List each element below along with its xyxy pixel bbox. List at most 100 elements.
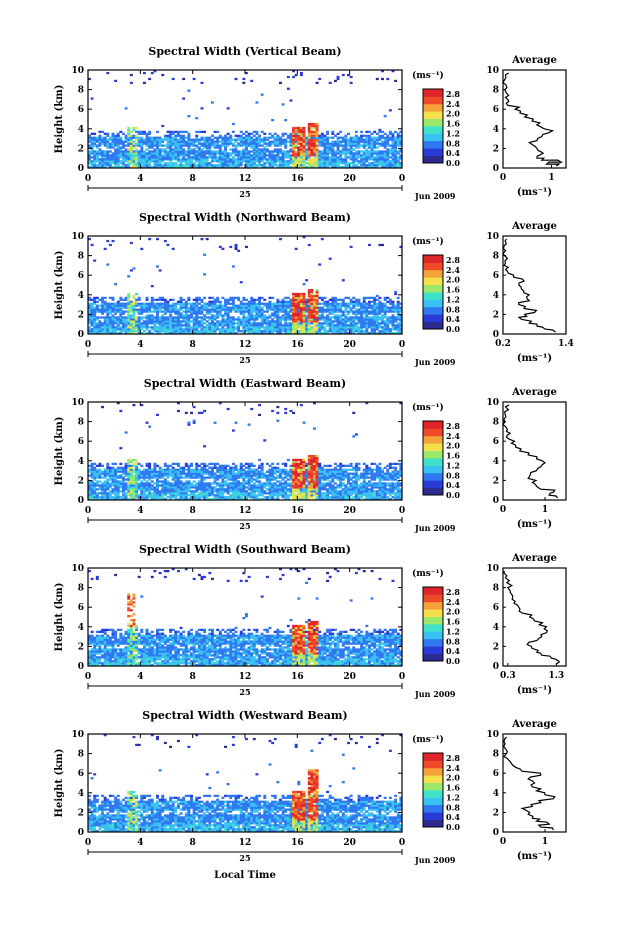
heatmap-cell bbox=[101, 160, 104, 163]
heatmap-cell bbox=[250, 160, 254, 163]
heatmap-cell bbox=[132, 152, 136, 155]
heatmap-cell bbox=[184, 142, 188, 145]
heatmap-cell bbox=[101, 496, 104, 499]
heatmap-cell bbox=[192, 486, 196, 489]
heatmap-cell bbox=[349, 146, 353, 149]
heatmap-cell bbox=[90, 482, 94, 485]
heatmap-cell bbox=[192, 330, 196, 333]
heatmap-cell bbox=[127, 328, 131, 331]
heatmap-cell bbox=[216, 476, 220, 479]
panel-title: Spectral Width (Northward Beam) bbox=[139, 211, 351, 224]
heatmap-cell bbox=[150, 474, 154, 477]
heatmap-cell bbox=[140, 148, 144, 151]
heatmap-cell bbox=[268, 162, 272, 165]
heatmap-cell bbox=[383, 154, 387, 157]
heatmap-cell bbox=[299, 296, 303, 300]
heatmap-cell bbox=[279, 164, 282, 167]
heatmap-cell bbox=[386, 140, 390, 143]
heatmap-cell bbox=[195, 316, 199, 319]
heatmap-cell bbox=[224, 164, 227, 167]
heatmap-cell bbox=[98, 308, 102, 311]
heatmap-cell bbox=[349, 324, 353, 327]
heatmap-cell bbox=[284, 330, 288, 333]
heatmap-cell bbox=[90, 486, 94, 489]
heatmap-cell bbox=[307, 294, 311, 298]
heatmap-cell bbox=[349, 144, 353, 147]
heatmap-cell bbox=[234, 296, 238, 300]
heatmap-cell bbox=[286, 162, 290, 165]
heatmap-cell bbox=[307, 130, 311, 134]
heatmap-cell bbox=[203, 470, 207, 473]
colorbar-swatch bbox=[423, 255, 443, 263]
heatmap-cell bbox=[216, 478, 220, 481]
heatmap-cell bbox=[132, 296, 136, 300]
heatmap-cell bbox=[292, 166, 296, 169]
heatmap-cell bbox=[331, 156, 335, 159]
heatmap-cell bbox=[271, 332, 275, 335]
heatmap-cell bbox=[347, 138, 350, 141]
heatmap-cell bbox=[237, 306, 241, 309]
heatmap-cell bbox=[205, 160, 209, 163]
heatmap-cell bbox=[362, 142, 366, 145]
heatmap-cell bbox=[176, 468, 180, 471]
heatmap-cell bbox=[258, 308, 261, 311]
heatmap-cell bbox=[129, 140, 133, 143]
heatmap-cell bbox=[362, 140, 366, 143]
heatmap-cell bbox=[305, 302, 309, 305]
heatmap-cell bbox=[286, 87, 290, 90]
heatmap-cell bbox=[200, 164, 204, 167]
heatmap-cell bbox=[148, 132, 152, 135]
heatmap-cell bbox=[284, 150, 288, 153]
heatmap-cell bbox=[313, 164, 316, 167]
heatmap-cell bbox=[305, 318, 309, 321]
heatmap-cell bbox=[148, 486, 152, 489]
heatmap-cell bbox=[111, 302, 115, 305]
heatmap-cell bbox=[166, 322, 170, 325]
heatmap-cell bbox=[383, 330, 387, 333]
heatmap-cell bbox=[318, 316, 322, 319]
heatmap-cell bbox=[305, 328, 309, 331]
heatmap-cell bbox=[231, 156, 235, 159]
heatmap-cell bbox=[156, 472, 159, 475]
heatmap-cell bbox=[252, 156, 256, 159]
heatmap-cell bbox=[205, 312, 209, 315]
heatmap-cell bbox=[88, 160, 91, 163]
heatmap-cell bbox=[250, 150, 254, 153]
heatmap-cell bbox=[273, 314, 277, 317]
heatmap-cell bbox=[292, 146, 296, 149]
heatmap-cell bbox=[399, 150, 403, 153]
heatmap-cell bbox=[252, 160, 256, 163]
heatmap-cell bbox=[190, 308, 193, 311]
heatmap-cell bbox=[362, 326, 366, 329]
heatmap-cell bbox=[103, 316, 107, 319]
heatmap-cell bbox=[158, 140, 162, 143]
heatmap-cell bbox=[315, 150, 319, 153]
heatmap-cell bbox=[394, 310, 398, 313]
heatmap-cell bbox=[250, 310, 254, 313]
heatmap-cell bbox=[370, 146, 374, 149]
heatmap-cell bbox=[370, 154, 374, 157]
heatmap-cell bbox=[318, 302, 322, 305]
heatmap-cell bbox=[174, 482, 178, 485]
heatmap-cell bbox=[158, 466, 162, 469]
heatmap-cell bbox=[318, 144, 322, 147]
heatmap-cell bbox=[176, 308, 180, 311]
heatmap-cell bbox=[163, 312, 167, 315]
heatmap-cell bbox=[108, 156, 112, 159]
heatmap-cell bbox=[268, 306, 272, 309]
heatmap-cell bbox=[326, 324, 330, 327]
heatmap-cell bbox=[124, 474, 128, 477]
heatmap-cell bbox=[153, 472, 157, 475]
heatmap-cell bbox=[93, 318, 97, 321]
heatmap-cell bbox=[281, 164, 285, 167]
heatmap-cell bbox=[101, 166, 104, 169]
heatmap-cell bbox=[218, 324, 222, 327]
heatmap-cell bbox=[226, 328, 230, 331]
heatmap-cell bbox=[315, 128, 319, 132]
heatmap-cell bbox=[260, 296, 264, 300]
heatmap-cell bbox=[307, 312, 311, 315]
heatmap-cell bbox=[135, 492, 139, 495]
heatmap-cell bbox=[203, 326, 207, 329]
heatmap-cell bbox=[200, 322, 204, 325]
heatmap-cell bbox=[344, 304, 348, 307]
